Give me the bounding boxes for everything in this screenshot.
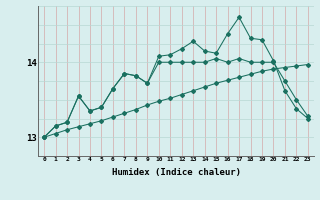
X-axis label: Humidex (Indice chaleur): Humidex (Indice chaleur): [111, 168, 241, 177]
